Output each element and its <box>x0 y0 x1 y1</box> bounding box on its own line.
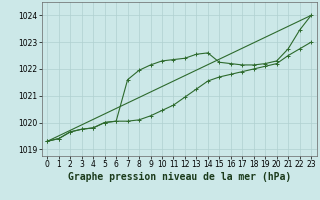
X-axis label: Graphe pression niveau de la mer (hPa): Graphe pression niveau de la mer (hPa) <box>68 172 291 182</box>
